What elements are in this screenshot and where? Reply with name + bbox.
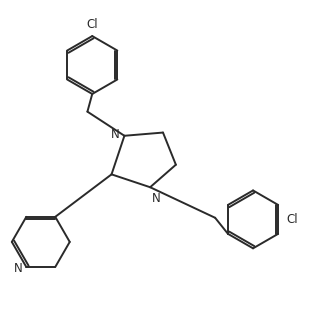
Text: Cl: Cl [287, 213, 298, 226]
Text: N: N [14, 262, 23, 275]
Text: N: N [111, 128, 120, 141]
Text: Cl: Cl [86, 18, 98, 31]
Text: N: N [152, 192, 160, 205]
